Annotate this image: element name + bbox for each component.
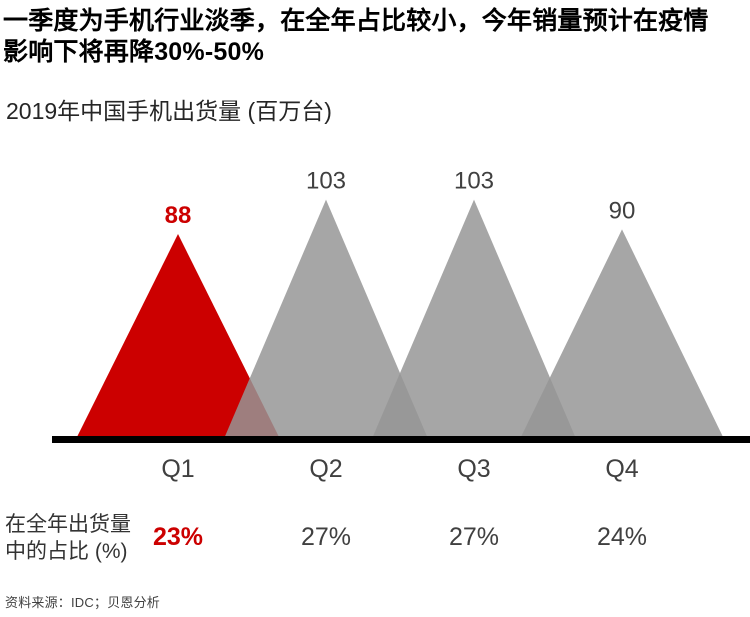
share-row-label-line-1: 在全年出货量: [5, 513, 131, 536]
share-row-label-line-2: 中的占比 (%): [5, 540, 128, 563]
triangle-q2: [223, 199, 429, 441]
share-value-q4: 24%: [597, 523, 647, 551]
axis-label-q1: Q1: [161, 455, 194, 483]
share-row-label: 在全年出货量 中的占比 (%): [5, 511, 145, 565]
share-value-q2: 27%: [301, 523, 351, 551]
value-label-q4: 90: [609, 197, 636, 224]
triangle-q1: [75, 234, 281, 441]
share-value-q1: 23%: [153, 523, 203, 551]
source-text: 资料来源：IDC；贝恩分析: [5, 595, 160, 610]
value-label-q1: 88: [165, 202, 192, 229]
page-title-line-1: 一季度为手机行业淡季，在全年占比较小，今年销量预计在疫情: [3, 7, 709, 35]
page-title: 一季度为手机行业淡季，在全年占比较小，今年销量预计在疫情 影响下将再降30%-5…: [3, 6, 748, 68]
chart-subtitle: 2019年中国手机出货量 (百万台): [6, 98, 332, 124]
value-label-q2: 103: [306, 168, 346, 195]
value-label-q3: 103: [454, 168, 494, 195]
triangle-q3: [371, 199, 577, 441]
triangle-q4: [519, 229, 725, 441]
page-title-line-2: 影响下将再降30%-50%: [3, 38, 264, 66]
x-axis-line: [52, 436, 750, 443]
axis-label-q2: Q2: [309, 455, 342, 483]
triangle-chart: 88 Q1 23% 103 Q2 27% 103 Q3 27% 90 Q4 24%: [52, 168, 750, 551]
axis-label-q3: Q3: [457, 455, 490, 483]
share-value-q3: 27%: [449, 523, 499, 551]
axis-label-q4: Q4: [605, 455, 638, 483]
